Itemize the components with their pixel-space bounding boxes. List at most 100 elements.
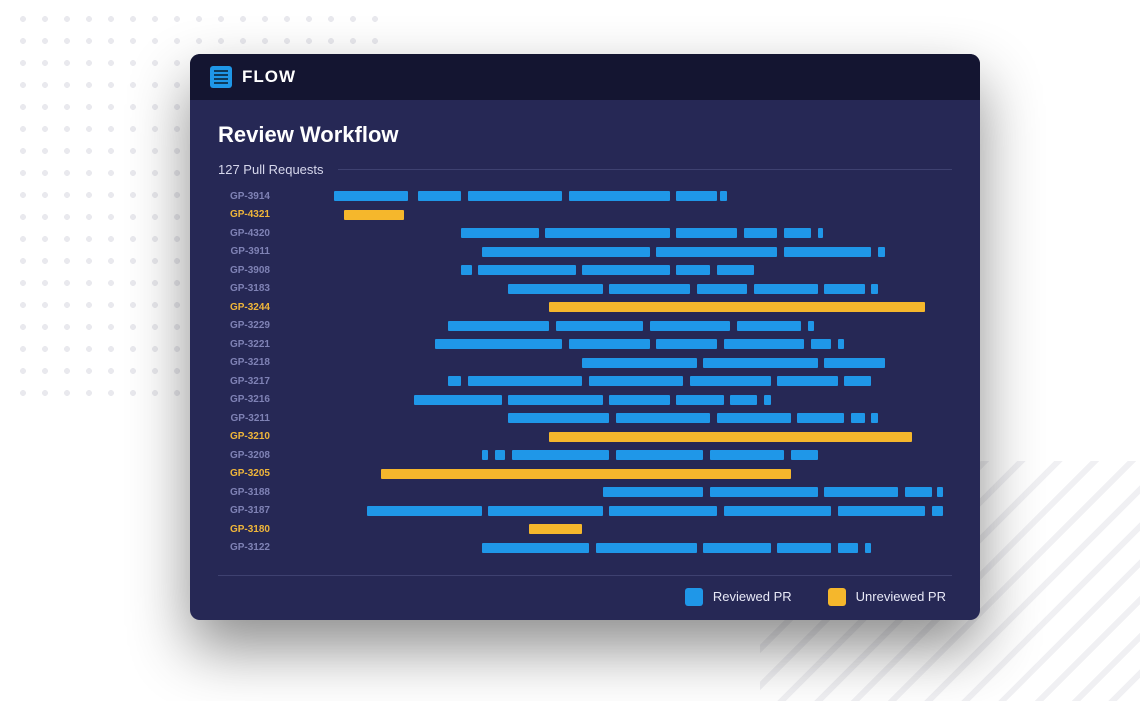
bar-segment xyxy=(609,506,717,516)
row-track xyxy=(280,358,952,368)
bar-segment xyxy=(676,265,710,275)
card-body: Review Workflow 127 Pull Requests GP-391… xyxy=(190,100,980,620)
row-label: GP-3244 xyxy=(218,302,280,313)
bar-segment xyxy=(334,191,408,201)
row-label: GP-3122 xyxy=(218,542,280,553)
row-track xyxy=(280,321,952,331)
bar-segment xyxy=(616,413,710,423)
titlebar: FLOW xyxy=(190,54,980,100)
bar-segment xyxy=(418,191,462,201)
chart-row: GP-3229 xyxy=(218,317,952,335)
row-track xyxy=(280,210,952,220)
bar-segment xyxy=(697,284,747,294)
row-track xyxy=(280,543,952,553)
chart-row: GP-3180 xyxy=(218,520,952,538)
bar-segment xyxy=(703,358,817,368)
row-track xyxy=(280,469,952,479)
chart-row: GP-3208 xyxy=(218,446,952,464)
bar-segment xyxy=(482,543,590,553)
row-label: GP-3205 xyxy=(218,468,280,479)
row-track xyxy=(280,487,952,497)
row-label: GP-3208 xyxy=(218,450,280,461)
chart-row: GP-3183 xyxy=(218,280,952,298)
legend-swatch xyxy=(685,588,703,606)
legend-swatch xyxy=(828,588,846,606)
row-label: GP-3211 xyxy=(218,413,280,424)
bar-segment xyxy=(710,487,818,497)
legend-item: Reviewed PR xyxy=(685,588,792,606)
bar-segment xyxy=(744,228,778,238)
chart-row: GP-3210 xyxy=(218,428,952,446)
bar-segment xyxy=(556,321,643,331)
bar-segment xyxy=(482,450,489,460)
chart-row: GP-4321 xyxy=(218,206,952,224)
legend-label: Unreviewed PR xyxy=(856,589,946,604)
app-name: FLOW xyxy=(242,67,296,87)
pr-count: 127 Pull Requests xyxy=(218,162,324,177)
bar-segment xyxy=(777,543,831,553)
row-track xyxy=(280,413,952,423)
bar-segment xyxy=(824,487,898,497)
bar-segment xyxy=(754,284,818,294)
bar-segment xyxy=(730,395,757,405)
app-window: FLOW Review Workflow 127 Pull Requests G… xyxy=(190,54,980,620)
bar-segment xyxy=(717,265,754,275)
bar-segment xyxy=(508,413,609,423)
bar-segment xyxy=(676,395,723,405)
row-track xyxy=(280,265,952,275)
bar-segment xyxy=(724,339,805,349)
bar-segment xyxy=(703,543,770,553)
bar-segment xyxy=(381,469,791,479)
row-label: GP-3188 xyxy=(218,487,280,498)
bar-segment xyxy=(656,247,777,257)
bar-segment xyxy=(777,376,837,386)
chart-row: GP-3205 xyxy=(218,465,952,483)
bar-segment xyxy=(838,339,845,349)
bar-segment xyxy=(482,247,650,257)
bar-segment xyxy=(616,450,703,460)
legend-label: Reviewed PR xyxy=(713,589,792,604)
bar-segment xyxy=(582,265,669,275)
row-label: GP-3210 xyxy=(218,431,280,442)
row-track xyxy=(280,450,952,460)
row-label: GP-4321 xyxy=(218,209,280,220)
row-label: GP-3229 xyxy=(218,320,280,331)
bar-segment xyxy=(784,247,871,257)
bar-segment xyxy=(808,321,815,331)
chart-row: GP-3244 xyxy=(218,298,952,316)
row-track xyxy=(280,339,952,349)
bar-segment xyxy=(676,191,716,201)
row-label: GP-3908 xyxy=(218,265,280,276)
bar-segment xyxy=(710,450,784,460)
bar-segment xyxy=(488,506,602,516)
row-track xyxy=(280,302,952,312)
bar-segment xyxy=(650,321,731,331)
chart-row: GP-3217 xyxy=(218,372,952,390)
bar-segment xyxy=(448,376,461,386)
bar-segment xyxy=(603,487,704,497)
row-label: GP-4320 xyxy=(218,228,280,239)
bar-segment xyxy=(838,506,925,516)
chart-row: GP-3188 xyxy=(218,483,952,501)
chart-row: GP-4320 xyxy=(218,224,952,242)
bar-segment xyxy=(478,265,575,275)
bar-segment xyxy=(569,339,650,349)
bar-segment xyxy=(508,284,602,294)
chart-row: GP-3216 xyxy=(218,391,952,409)
subhead-divider xyxy=(338,169,952,170)
row-label: GP-3183 xyxy=(218,283,280,294)
bar-segment xyxy=(569,191,670,201)
chart-row: GP-3211 xyxy=(218,409,952,427)
bar-segment xyxy=(656,339,716,349)
bar-segment xyxy=(851,413,864,423)
bar-segment xyxy=(609,395,669,405)
bar-segment xyxy=(549,302,925,312)
row-label: GP-3180 xyxy=(218,524,280,535)
legend-item: Unreviewed PR xyxy=(828,588,946,606)
bar-segment xyxy=(448,321,549,331)
chart-row: GP-3914 xyxy=(218,187,952,205)
row-track xyxy=(280,395,952,405)
bar-segment xyxy=(495,450,505,460)
bar-segment xyxy=(344,210,404,220)
bar-segment xyxy=(468,191,562,201)
